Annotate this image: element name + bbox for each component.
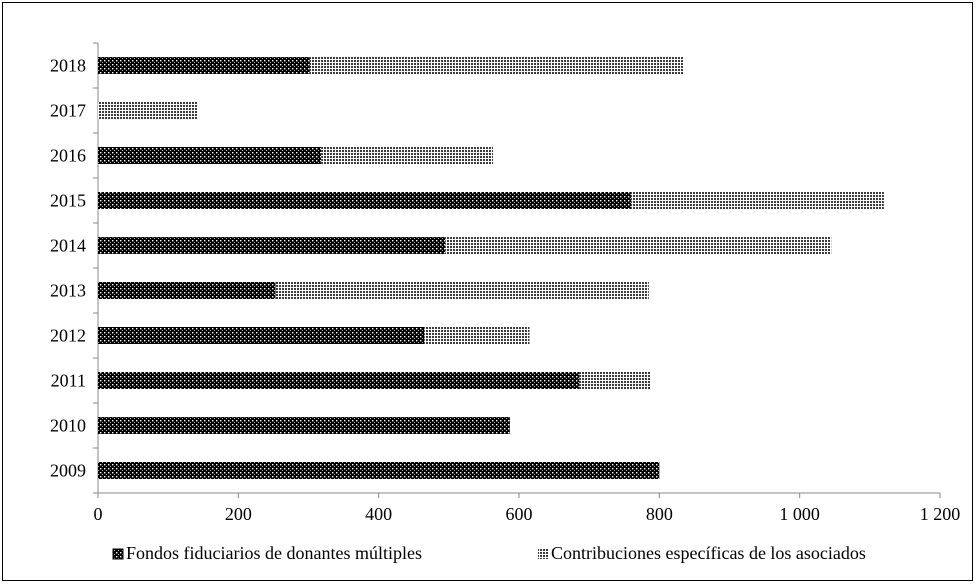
bar-fondos-fiduciarios	[98, 57, 310, 74]
x-tick-label: 800	[646, 504, 673, 524]
bar-fondos-fiduciarios	[98, 417, 510, 434]
bar-contribuciones-especificas	[309, 57, 684, 74]
y-tick-label: 2012	[50, 326, 86, 346]
bar-contribuciones-especificas	[579, 372, 651, 389]
bar-fondos-fiduciarios	[98, 192, 632, 209]
y-tick-label: 2011	[51, 371, 86, 391]
legend-swatch-fondos	[112, 548, 124, 560]
x-tick-label: 200	[225, 504, 252, 524]
bar-fondos-fiduciarios	[98, 237, 446, 254]
x-tick-label: 1 200	[920, 504, 961, 524]
x-tick-label: 1 000	[779, 504, 820, 524]
y-tick-label: 2010	[50, 416, 86, 436]
legend-label-contribuciones: Contribuciones específicas de los asocia…	[551, 543, 866, 563]
x-tick-label: 400	[365, 504, 392, 524]
bar-contribuciones-especificas	[98, 102, 198, 119]
bar-fondos-fiduciarios	[98, 147, 322, 164]
y-tick-label: 2013	[50, 281, 86, 301]
y-tick-label: 2017	[50, 101, 86, 121]
bar-contribuciones-especificas	[321, 147, 494, 164]
chart-svg: 0 200 400 600 800 1 000 1 200 2009 2010 2011 2012 2…	[50, 42, 961, 563]
bar-fondos-fiduciarios	[98, 462, 660, 479]
legend-label-fondos: Fondos fiduciarios de donantes múltiples	[126, 543, 422, 563]
x-tick-label: 0	[94, 504, 103, 524]
legend: Fondos fiduciarios de donantes múltiples…	[112, 543, 866, 563]
legend-swatch-contribuciones	[538, 549, 548, 559]
bar-contribuciones-especificas	[631, 192, 884, 209]
bar-contribuciones-especificas	[445, 237, 832, 254]
bar-fondos-fiduciarios	[98, 282, 276, 299]
bar-contribuciones-especificas	[424, 327, 530, 344]
x-tick-label: 600	[506, 504, 533, 524]
y-tick-label: 2009	[50, 461, 86, 481]
bar-fondos-fiduciarios	[98, 372, 580, 389]
y-tick-label: 2018	[50, 56, 86, 76]
y-tick-label: 2014	[50, 236, 86, 256]
y-tick-label: 2015	[50, 191, 86, 211]
bar-contribuciones-especificas	[275, 282, 649, 299]
y-tick-label: 2016	[50, 146, 86, 166]
bar-fondos-fiduciarios	[98, 327, 425, 344]
